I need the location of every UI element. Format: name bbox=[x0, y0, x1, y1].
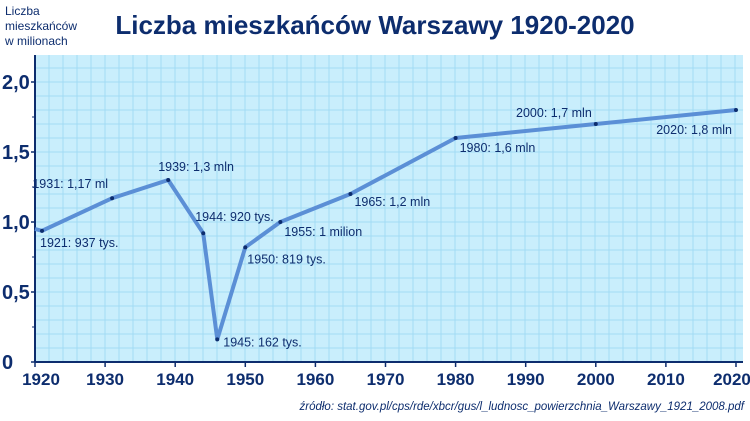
chart-title: Liczba mieszkańców Warszawy 1920-2020 bbox=[115, 10, 634, 40]
x-tick-label: 1950 bbox=[226, 370, 264, 389]
x-tick-label: 1920 bbox=[22, 370, 60, 389]
y-tick-label: 0 bbox=[2, 352, 13, 374]
y-tick-label: 2,0 bbox=[2, 72, 30, 94]
plot-area: 0 0,5 1,0 1,5 2,0 1920 1930 1940 1950 1960 1970 198… bbox=[2, 55, 750, 389]
data-point bbox=[110, 196, 115, 201]
x-tick-label: 1960 bbox=[296, 370, 334, 389]
x-tick-label: 1970 bbox=[367, 370, 405, 389]
data-label: 1921: 937 tys. bbox=[40, 236, 119, 250]
x-tick-label: 1980 bbox=[437, 370, 475, 389]
y-axis-label-line-2: mieszkańców bbox=[5, 19, 77, 33]
y-tick-label: 1,5 bbox=[2, 142, 30, 164]
data-point bbox=[40, 228, 45, 233]
data-label: 1955: 1 milion bbox=[284, 225, 362, 239]
source-note: źródło: stat.gov.pl/cps/rde/xbcr/gus/l_l… bbox=[299, 401, 746, 413]
data-label: 1939: 1,3 mln bbox=[158, 160, 234, 174]
x-tick-label: 1930 bbox=[86, 370, 124, 389]
data-point bbox=[453, 136, 458, 140]
y-axis-label-line-3: w milionach bbox=[4, 34, 68, 48]
x-tick-label: 2010 bbox=[647, 370, 685, 389]
data-label: 2020: 1,8 mln bbox=[656, 123, 732, 137]
data-label: 1965: 1,2 mln bbox=[354, 195, 430, 209]
data-point bbox=[733, 108, 738, 112]
x-tick-label: 1940 bbox=[156, 370, 194, 389]
data-label: 1931: 1,17 ml bbox=[32, 177, 108, 191]
data-label: 1944: 920 tys. bbox=[195, 210, 274, 224]
population-line bbox=[34, 108, 737, 342]
data-point bbox=[278, 220, 283, 224]
data-point bbox=[243, 245, 248, 250]
data-point bbox=[215, 337, 220, 342]
data-label: 1945: 162 tys. bbox=[223, 335, 302, 349]
data-point bbox=[166, 178, 171, 182]
y-axis-label-line-1: Liczba bbox=[5, 4, 40, 18]
data-label: 1950: 819 tys. bbox=[247, 252, 326, 266]
data-point bbox=[348, 192, 353, 196]
data-label: 2000: 1,7 mln bbox=[516, 106, 592, 120]
y-tick-label: 0,5 bbox=[2, 282, 30, 304]
y-tick-label: 1,0 bbox=[2, 212, 30, 234]
data-point bbox=[201, 231, 206, 236]
data-label: 1980: 1,6 mln bbox=[460, 141, 536, 155]
x-tick-label: 1990 bbox=[507, 370, 545, 389]
x-tick-label: 2000 bbox=[577, 370, 615, 389]
x-tick-label: 2020 bbox=[713, 370, 750, 389]
data-point bbox=[593, 122, 598, 126]
